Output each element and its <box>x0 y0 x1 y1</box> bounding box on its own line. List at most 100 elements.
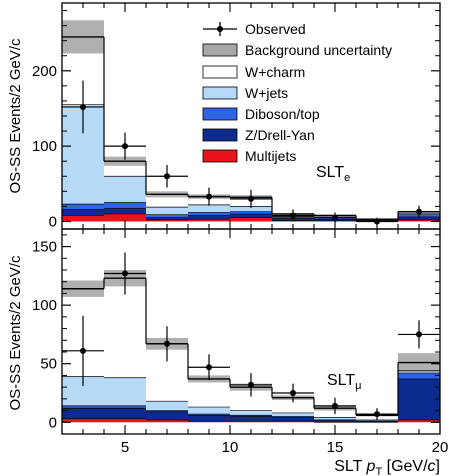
ytick-label-electron-100: 100 <box>32 138 57 155</box>
bar-electron-w-jets-bin3 <box>146 207 188 215</box>
bar-muon-w-jets-bin7 <box>314 417 356 420</box>
observed-point-electron-5 <box>248 195 254 202</box>
bar-electron-diboson-top-bin5 <box>230 211 272 214</box>
bar-electron-w-jets-bin4 <box>188 204 230 213</box>
bar-muon-z-drell-yan-bin6 <box>272 417 314 422</box>
ytick-label-muon-0: 0 <box>49 414 57 431</box>
axes-electron: 0 100 200 <box>32 3 441 230</box>
bar-electron-w-jets-bin5 <box>230 206 272 212</box>
bar-electron-z-drell-yan-bin2 <box>104 208 146 214</box>
bar-muon-w-charm-bin6 <box>272 397 314 413</box>
bar-muon-multijets-bin1 <box>62 418 104 423</box>
bar-muon-z-drell-yan-bin4 <box>188 415 230 422</box>
legend-swatch-uncertainty <box>202 43 238 57</box>
legend-label-multijets: Multijets <box>245 148 296 164</box>
observed-point-muon-2 <box>122 270 128 277</box>
observed-point-electron-8 <box>374 218 380 225</box>
bar-muon-w-jets-bin6 <box>272 412 314 417</box>
legend: Observed Background uncertainty W+charmW… <box>202 21 392 164</box>
bar-muon-w-jets-bin3 <box>146 401 188 411</box>
xtick-label-5: 5 <box>121 439 129 456</box>
bar-electron-multijets-bin9 <box>398 219 440 222</box>
bar-electron-w-charm-bin3 <box>146 194 188 208</box>
observed-point-muon-7 <box>332 402 338 409</box>
bar-electron-multijets-bin2 <box>104 213 146 222</box>
bar-muon-w-charm-bin4 <box>188 378 230 408</box>
panel-label-electron: SLTe <box>316 164 350 184</box>
ytick-label-electron-200: 200 <box>32 63 57 80</box>
bar-muon-w-jets-bin8 <box>356 419 398 422</box>
bar-muon-diboson-top-bin9 <box>398 373 440 379</box>
bar-electron-w-jets-bin2 <box>104 176 146 203</box>
observed-point-electron-1 <box>80 103 86 110</box>
bar-muon-w-jets-bin5 <box>230 410 272 416</box>
legend-swatch-diboson-top <box>202 107 238 121</box>
legend-swatch-w-charm <box>202 65 238 79</box>
bar-electron-diboson-top-bin2 <box>104 202 146 209</box>
bar-muon-diboson-top-bin3 <box>146 410 188 412</box>
xtick-label-15: 15 <box>327 439 344 456</box>
observed-point-electron-7 <box>332 214 338 221</box>
bar-muon-z-drell-yan-bin3 <box>146 411 188 420</box>
bar-muon-multijets-bin3 <box>146 419 188 423</box>
panel-muon: 0 50 100 150 5 10 15 20 SLTμ OS-SS Events/2 GeV… <box>7 228 448 476</box>
bar-muon-z-drell-yan-bin8 <box>356 421 398 423</box>
observed-point-electron-6 <box>290 212 296 219</box>
observed-point-muon-6 <box>290 390 296 396</box>
bar-muon-w-charm-bin5 <box>230 387 272 411</box>
observed-point-electron-9 <box>416 208 422 215</box>
observed-point-muon-3 <box>164 340 170 347</box>
legend-swatch-w-jets <box>202 86 238 100</box>
observed-point-muon-8 <box>374 411 380 418</box>
observed-point-muon-5 <box>248 381 254 388</box>
observed-point-electron-4 <box>206 193 212 200</box>
bar-muon-w-jets-bin9 <box>398 370 440 374</box>
bar-muon-z-drell-yan-bin1 <box>62 408 104 419</box>
bar-muon-multijets-bin2 <box>104 418 146 423</box>
bar-electron-multijets-bin5 <box>230 217 272 222</box>
observed-point-electron-2 <box>122 143 128 150</box>
legend-label-z-drell-yan: Z/Drell-Yan <box>245 127 315 143</box>
bar-muon-z-drell-yan-bin5 <box>230 416 272 422</box>
bar-muon-z-drell-yan-bin9 <box>398 378 440 420</box>
observed-point-muon-4 <box>206 364 212 371</box>
ylabel-muon: OS-SS Events/2 GeV/c <box>7 255 24 411</box>
bar-electron-diboson-top-bin3 <box>146 214 188 218</box>
bar-muon-diboson-top-bin4 <box>188 414 230 416</box>
ytick-label-muon-50: 50 <box>40 356 57 373</box>
bar-electron-diboson-top-bin1 <box>62 204 104 210</box>
bar-muon-multijets-bin4 <box>188 421 230 423</box>
legend-label-w-charm: W+charm <box>245 64 305 80</box>
xtick-label-10: 10 <box>222 439 239 456</box>
plot-area-electron <box>62 20 440 226</box>
legend-label-w-jets: W+jets <box>245 85 288 101</box>
legend-label-uncertainty: Background uncertainty <box>245 42 392 58</box>
xlabel: SLT pT [GeV/c] <box>334 458 440 476</box>
bar-muon-diboson-top-bin2 <box>104 405 146 409</box>
bar-electron-z-drell-yan-bin4 <box>188 215 230 220</box>
bar-muon-z-drell-yan-bin7 <box>314 419 356 423</box>
bar-muon-z-drell-yan-bin2 <box>104 408 146 419</box>
ytick-label-muon-100: 100 <box>32 297 57 314</box>
axes-muon: 0 50 100 150 5 10 15 20 <box>32 229 448 456</box>
plot-area-muon <box>62 252 440 423</box>
bar-muon-w-charm-bin2 <box>104 278 146 378</box>
legend-label-diboson-top: Diboson/top <box>245 106 320 122</box>
legend-label-observed: Observed <box>245 21 306 37</box>
observed-point-muon-1 <box>80 347 86 354</box>
ytick-label-electron-0: 0 <box>49 213 57 230</box>
ytick-label-muon-150: 150 <box>32 239 57 256</box>
legend-swatch-multijets <box>202 149 238 163</box>
xtick-label-20: 20 <box>432 439 449 456</box>
legend-entries: W+charm W+jets Diboson/top Z/Drell-Yan Multi… <box>202 64 320 164</box>
panel-electron: 0 100 200 SLTe OS-SS Events/2 GeV/c <box>7 2 441 230</box>
bar-electron-multijets-bin1 <box>62 215 104 222</box>
bar-electron-z-drell-yan-bin1 <box>62 209 104 216</box>
ylabel-electron: OS-SS Events/2 GeV/c <box>7 38 24 194</box>
bar-muon-diboson-top-bin5 <box>230 415 272 417</box>
bar-electron-z-drell-yan-bin9 <box>398 216 440 220</box>
bar-muon-w-jets-bin4 <box>188 407 230 415</box>
bar-electron-z-drell-yan-bin5 <box>230 213 272 218</box>
observed-point-electron-3 <box>164 173 170 180</box>
